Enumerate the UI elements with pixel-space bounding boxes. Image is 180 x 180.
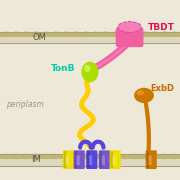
Text: periplasm: periplasm	[6, 100, 44, 109]
FancyBboxPatch shape	[111, 151, 113, 168]
FancyBboxPatch shape	[89, 156, 92, 165]
FancyBboxPatch shape	[112, 156, 116, 165]
FancyBboxPatch shape	[0, 154, 180, 159]
FancyBboxPatch shape	[102, 156, 105, 165]
FancyBboxPatch shape	[147, 151, 149, 168]
FancyBboxPatch shape	[74, 150, 85, 169]
Ellipse shape	[84, 65, 91, 72]
Ellipse shape	[118, 22, 141, 32]
Ellipse shape	[137, 90, 144, 95]
Ellipse shape	[90, 66, 97, 71]
Text: ExbD: ExbD	[151, 84, 175, 93]
FancyBboxPatch shape	[87, 151, 90, 168]
Text: TonB: TonB	[50, 64, 75, 73]
FancyBboxPatch shape	[0, 154, 180, 166]
FancyBboxPatch shape	[66, 156, 69, 165]
Text: IM: IM	[31, 155, 41, 164]
FancyBboxPatch shape	[63, 150, 74, 169]
FancyBboxPatch shape	[86, 150, 97, 169]
FancyBboxPatch shape	[76, 156, 80, 165]
FancyBboxPatch shape	[110, 150, 121, 169]
FancyBboxPatch shape	[116, 28, 143, 47]
Text: TBDT: TBDT	[148, 22, 175, 32]
FancyBboxPatch shape	[100, 151, 102, 168]
Text: OM: OM	[33, 33, 47, 42]
FancyBboxPatch shape	[148, 156, 152, 165]
FancyBboxPatch shape	[75, 151, 77, 168]
Ellipse shape	[134, 88, 154, 103]
FancyBboxPatch shape	[0, 31, 180, 43]
FancyBboxPatch shape	[99, 150, 110, 169]
FancyBboxPatch shape	[146, 150, 157, 169]
FancyBboxPatch shape	[64, 151, 66, 168]
Ellipse shape	[81, 62, 99, 82]
FancyBboxPatch shape	[0, 31, 180, 37]
